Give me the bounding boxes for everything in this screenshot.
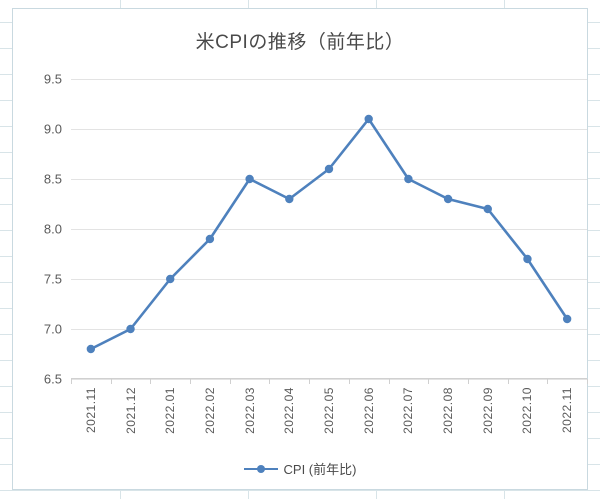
x-axis-tick-mark [309,379,311,384]
x-axis-tick-label: 2022.07 [401,387,416,434]
x-axis-tick-mark [348,379,350,384]
gridline [71,129,587,130]
data-point-marker[interactable] [126,324,135,334]
x-axis-tick-label: 2021.11 [83,387,98,433]
gridline [71,229,587,230]
x-axis-tick-mark [229,379,231,384]
gridline [71,179,587,180]
x-axis-tick-mark [547,379,549,384]
y-axis-tick-label: 8.5 [43,171,62,187]
x-axis-tick-label: 2022.05 [322,387,336,434]
chart-title: 米CPIの推移（前年比） [195,32,405,53]
y-axis-tick-label: 7.5 [43,271,62,287]
x-axis-tick-mark [507,379,509,384]
x-axis-tick-label: 2021.12 [123,387,138,434]
plot-area: 9.5 9.0 8.5 8.0 7.5 7.0 6.5 2021.11 2021.12 2022… [44,72,588,434]
legend-marker-icon [243,463,278,475]
data-point-marker[interactable] [443,194,453,204]
x-axis-tick-label: 2022.09 [480,387,495,434]
data-point-marker[interactable] [364,114,373,124]
data-point-marker[interactable] [324,164,334,174]
y-axis-tick-label: 9.5 [43,71,62,87]
y-axis-tick-label: 6.5 [43,371,62,387]
data-point-marker[interactable] [523,254,532,264]
x-axis-tick-mark [150,379,152,384]
chart-container[interactable]: 米CPIの推移（前年比） 9.5 9.0 8.5 8.0 7.5 7.0 6.5 2021.… [12,8,588,490]
x-axis-tick-label: 2022.06 [361,387,376,434]
data-point-marker[interactable] [86,344,96,354]
legend-label-cpi: CPI (前年比) [283,462,357,477]
x-axis-tick-mark [190,379,192,384]
gridline [71,329,587,330]
chart-legend: CPI (前年比) [13,459,587,478]
x-axis-tick-mark [467,379,469,384]
data-point-marker[interactable] [483,204,492,214]
data-point-marker[interactable] [562,314,572,324]
x-axis-tick-label: 2022.03 [242,387,257,434]
x-axis-tick-mark [71,379,72,384]
gridline [71,79,587,80]
series-line-cpi [86,114,572,354]
x-axis-tick-label: 2022.10 [520,387,535,434]
x-axis-line [71,378,587,379]
x-axis-tick-label: 2022.01 [163,387,178,434]
y-axis-tick-label: 9.0 [43,121,62,137]
data-point-marker[interactable] [404,174,413,184]
y-axis-tick-label: 7.0 [43,321,62,337]
x-axis-tick-mark [388,379,390,384]
x-axis-tick-mark [269,379,271,384]
gridline [71,279,587,280]
x-axis-tick-label: 2022.11 [560,387,575,433]
x-axis-tick-mark [110,379,112,384]
x-axis-tick-mark [428,379,430,384]
x-axis-tick-label: 2022.08 [441,387,456,434]
x-axis-tick-label: 2022.04 [282,387,297,434]
data-point-marker[interactable] [166,274,175,284]
data-point-marker[interactable] [245,174,254,184]
data-point-marker[interactable] [285,194,294,204]
data-point-marker[interactable] [205,234,215,244]
x-axis-tick-mark [587,379,588,384]
gridline [71,379,587,380]
x-axis-tick-label: 2022.02 [202,387,217,434]
y-axis-tick-label: 8.0 [43,221,62,237]
